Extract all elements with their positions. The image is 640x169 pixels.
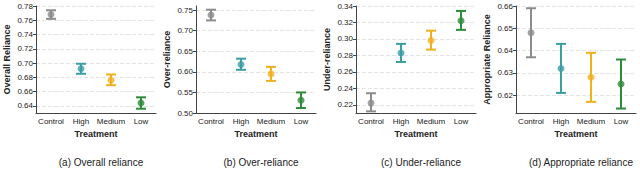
svg-text:0.22: 0.22 — [337, 100, 353, 109]
svg-text:Overall Reliance: Overall Reliance — [2, 24, 12, 94]
svg-text:0.65: 0.65 — [177, 47, 193, 56]
svg-text:0.34: 0.34 — [337, 2, 353, 11]
svg-text:Over-reliance: Over-reliance — [162, 31, 172, 89]
svg-text:0.78: 0.78 — [17, 2, 33, 11]
svg-text:0.28: 0.28 — [337, 51, 353, 60]
svg-text:Treatment: Treatment — [554, 129, 597, 139]
svg-text:0.62: 0.62 — [497, 91, 513, 100]
svg-text:0.64: 0.64 — [497, 46, 513, 55]
svg-text:(a) Overall reliance: (a) Overall reliance — [59, 157, 144, 168]
svg-text:Medium: Medium — [97, 117, 126, 126]
svg-text:High: High — [73, 117, 89, 126]
svg-text:0.74: 0.74 — [17, 30, 33, 39]
svg-text:0.55: 0.55 — [177, 88, 193, 97]
svg-text:0.70: 0.70 — [17, 59, 33, 68]
svg-text:Medium: Medium — [417, 117, 446, 126]
svg-text:0.24: 0.24 — [337, 84, 353, 93]
svg-text:Treatment: Treatment — [394, 129, 437, 139]
svg-text:0.66: 0.66 — [497, 2, 513, 11]
svg-text:0.76: 0.76 — [17, 16, 33, 25]
svg-text:0.30: 0.30 — [337, 34, 353, 43]
svg-text:0.63: 0.63 — [497, 68, 513, 77]
svg-text:High: High — [233, 117, 249, 126]
svg-text:(b) Over-reliance: (b) Over-reliance — [223, 157, 298, 168]
svg-text:Control: Control — [38, 117, 64, 126]
svg-text:0.72: 0.72 — [17, 44, 33, 53]
svg-text:0.50: 0.50 — [177, 109, 193, 118]
svg-text:0.65: 0.65 — [497, 24, 513, 33]
svg-text:Appropriate Reliance: Appropriate Reliance — [482, 14, 492, 105]
svg-text:Medium: Medium — [577, 117, 606, 126]
svg-text:Low: Low — [134, 117, 149, 126]
svg-text:0.68: 0.68 — [17, 73, 33, 82]
svg-text:(d) Appropriate reliance: (d) Appropriate reliance — [529, 157, 633, 168]
svg-text:Low: Low — [614, 117, 629, 126]
svg-text:Medium: Medium — [257, 117, 286, 126]
svg-text:High: High — [393, 117, 409, 126]
svg-text:High: High — [553, 117, 569, 126]
svg-text:0.26: 0.26 — [337, 67, 353, 76]
svg-text:0.70: 0.70 — [177, 26, 193, 35]
svg-text:0.66: 0.66 — [17, 87, 33, 96]
svg-text:(c) Under-reliance: (c) Under-reliance — [381, 157, 461, 168]
svg-text:Treatment: Treatment — [74, 129, 117, 139]
svg-text:Control: Control — [358, 117, 384, 126]
svg-text:Control: Control — [518, 117, 544, 126]
svg-text:Treatment: Treatment — [234, 129, 277, 139]
svg-text:0.32: 0.32 — [337, 18, 353, 27]
svg-text:Under-reliance: Under-reliance — [322, 28, 332, 91]
svg-text:0.64: 0.64 — [17, 101, 33, 110]
svg-text:0.75: 0.75 — [177, 6, 193, 15]
svg-text:Control: Control — [198, 117, 224, 126]
svg-text:Low: Low — [454, 117, 469, 126]
svg-text:0.60: 0.60 — [177, 67, 193, 76]
svg-text:Low: Low — [294, 117, 309, 126]
